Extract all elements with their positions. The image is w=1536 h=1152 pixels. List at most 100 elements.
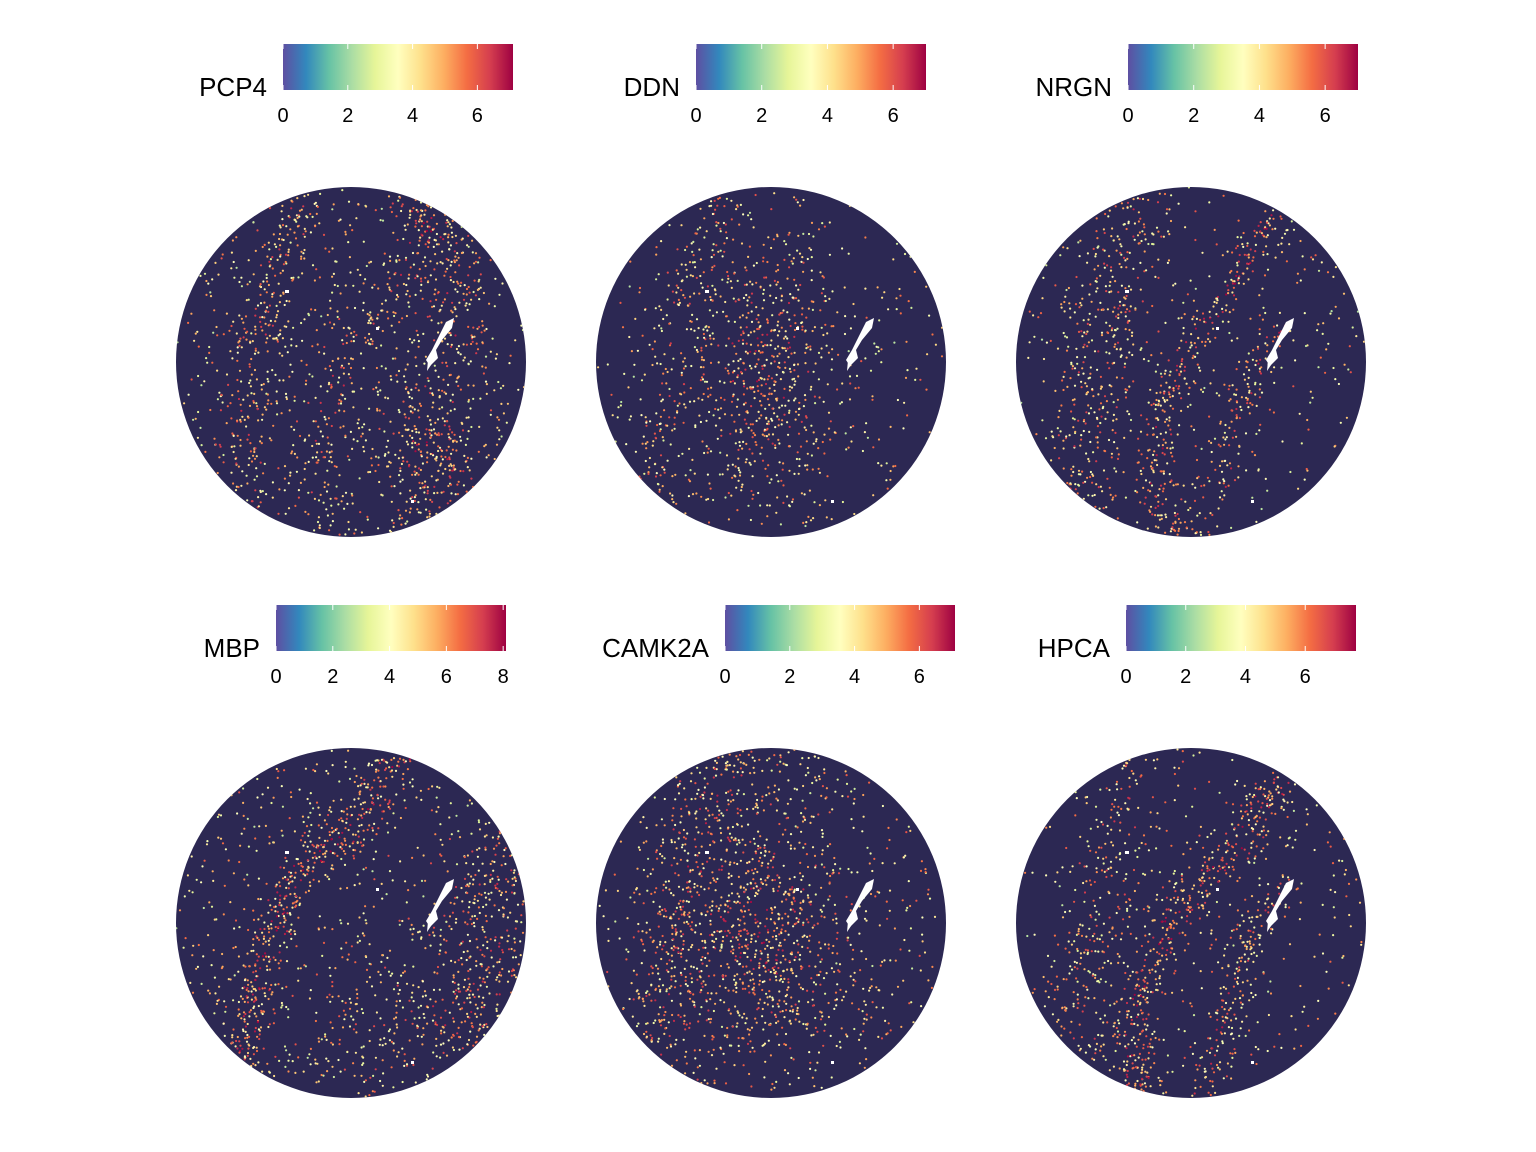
spot: [630, 350, 634, 353]
spot: [724, 496, 727, 499]
spot: [426, 486, 429, 489]
spot: [335, 260, 338, 263]
spot: [456, 1032, 459, 1035]
spot: [360, 435, 363, 438]
spot: [455, 995, 459, 998]
spot: [268, 265, 271, 268]
spot: [1143, 502, 1146, 505]
spot: [402, 400, 405, 403]
spot: [344, 827, 347, 830]
spot: [1139, 217, 1142, 220]
spot: [444, 392, 448, 395]
spot: [255, 455, 258, 458]
spot: [454, 468, 457, 471]
spot: [244, 1025, 247, 1028]
spot: [340, 857, 343, 861]
spot: [757, 410, 760, 413]
spot: [205, 357, 208, 360]
spot: [1082, 429, 1085, 433]
spot: [1207, 440, 1211, 443]
spot: [435, 298, 438, 301]
spot: [412, 207, 415, 210]
spot: [1207, 530, 1210, 534]
spot: [1169, 428, 1172, 431]
spot: [466, 456, 469, 459]
spot: [219, 409, 222, 412]
spot: [776, 263, 779, 267]
spot: [1112, 496, 1115, 499]
spot: [417, 448, 420, 451]
spot: [388, 286, 391, 289]
spot: [1214, 336, 1217, 339]
spot: [711, 284, 714, 287]
spot: [352, 1018, 355, 1021]
spot: [788, 425, 791, 428]
spot: [1165, 212, 1168, 215]
spot: [310, 308, 313, 311]
spot: [314, 224, 317, 227]
spot: [751, 497, 754, 500]
spot: [475, 938, 478, 941]
spot: [737, 359, 740, 362]
spot: [1089, 323, 1092, 326]
spot: [1164, 513, 1167, 516]
spot: [745, 458, 748, 461]
spot: [300, 208, 303, 211]
spot: [398, 919, 401, 922]
spot: [1277, 243, 1280, 246]
spot: [362, 301, 365, 304]
spot: [1228, 311, 1231, 314]
spot: [339, 292, 342, 295]
spot: [451, 431, 454, 434]
spot: [288, 216, 291, 219]
spot: [663, 471, 666, 474]
spot: [420, 455, 423, 458]
spot: [421, 234, 424, 237]
spot: [766, 504, 769, 507]
spot: [424, 209, 427, 212]
spot: [709, 487, 712, 490]
spot: [237, 970, 240, 973]
spot: [727, 277, 730, 280]
spot: [316, 520, 320, 524]
spot: [731, 380, 735, 383]
spot: [926, 353, 929, 356]
spot: [224, 1005, 228, 1008]
spot: [760, 414, 763, 417]
spot: [1305, 467, 1308, 471]
spot: [678, 402, 681, 405]
spot: [425, 441, 428, 444]
spot: [450, 345, 453, 348]
spot: [1310, 256, 1313, 259]
spot: [1163, 400, 1167, 403]
spot: [804, 524, 807, 528]
spot: [377, 769, 380, 772]
spot: [319, 192, 322, 195]
spot: [1032, 314, 1035, 317]
spot: [232, 320, 235, 323]
spot: [246, 499, 249, 502]
spot: [489, 949, 493, 952]
spot: [254, 314, 257, 317]
spot: [763, 434, 766, 437]
spot: [1092, 247, 1095, 250]
spot: [320, 315, 323, 318]
spot: [628, 335, 631, 339]
spot: [263, 927, 266, 931]
spot: [780, 295, 784, 298]
spot: [250, 332, 253, 335]
spot: [290, 923, 293, 926]
spot: [1225, 436, 1228, 439]
spot: [445, 420, 449, 423]
spot: [455, 863, 459, 866]
spot: [200, 982, 203, 986]
spot: [813, 326, 817, 329]
spot: [254, 447, 257, 450]
spot: [655, 412, 658, 415]
spot: [381, 302, 384, 305]
spot: [1238, 253, 1241, 257]
spot: [473, 995, 476, 999]
spot: [350, 492, 353, 495]
spot: [807, 232, 811, 236]
spot: [438, 396, 441, 399]
